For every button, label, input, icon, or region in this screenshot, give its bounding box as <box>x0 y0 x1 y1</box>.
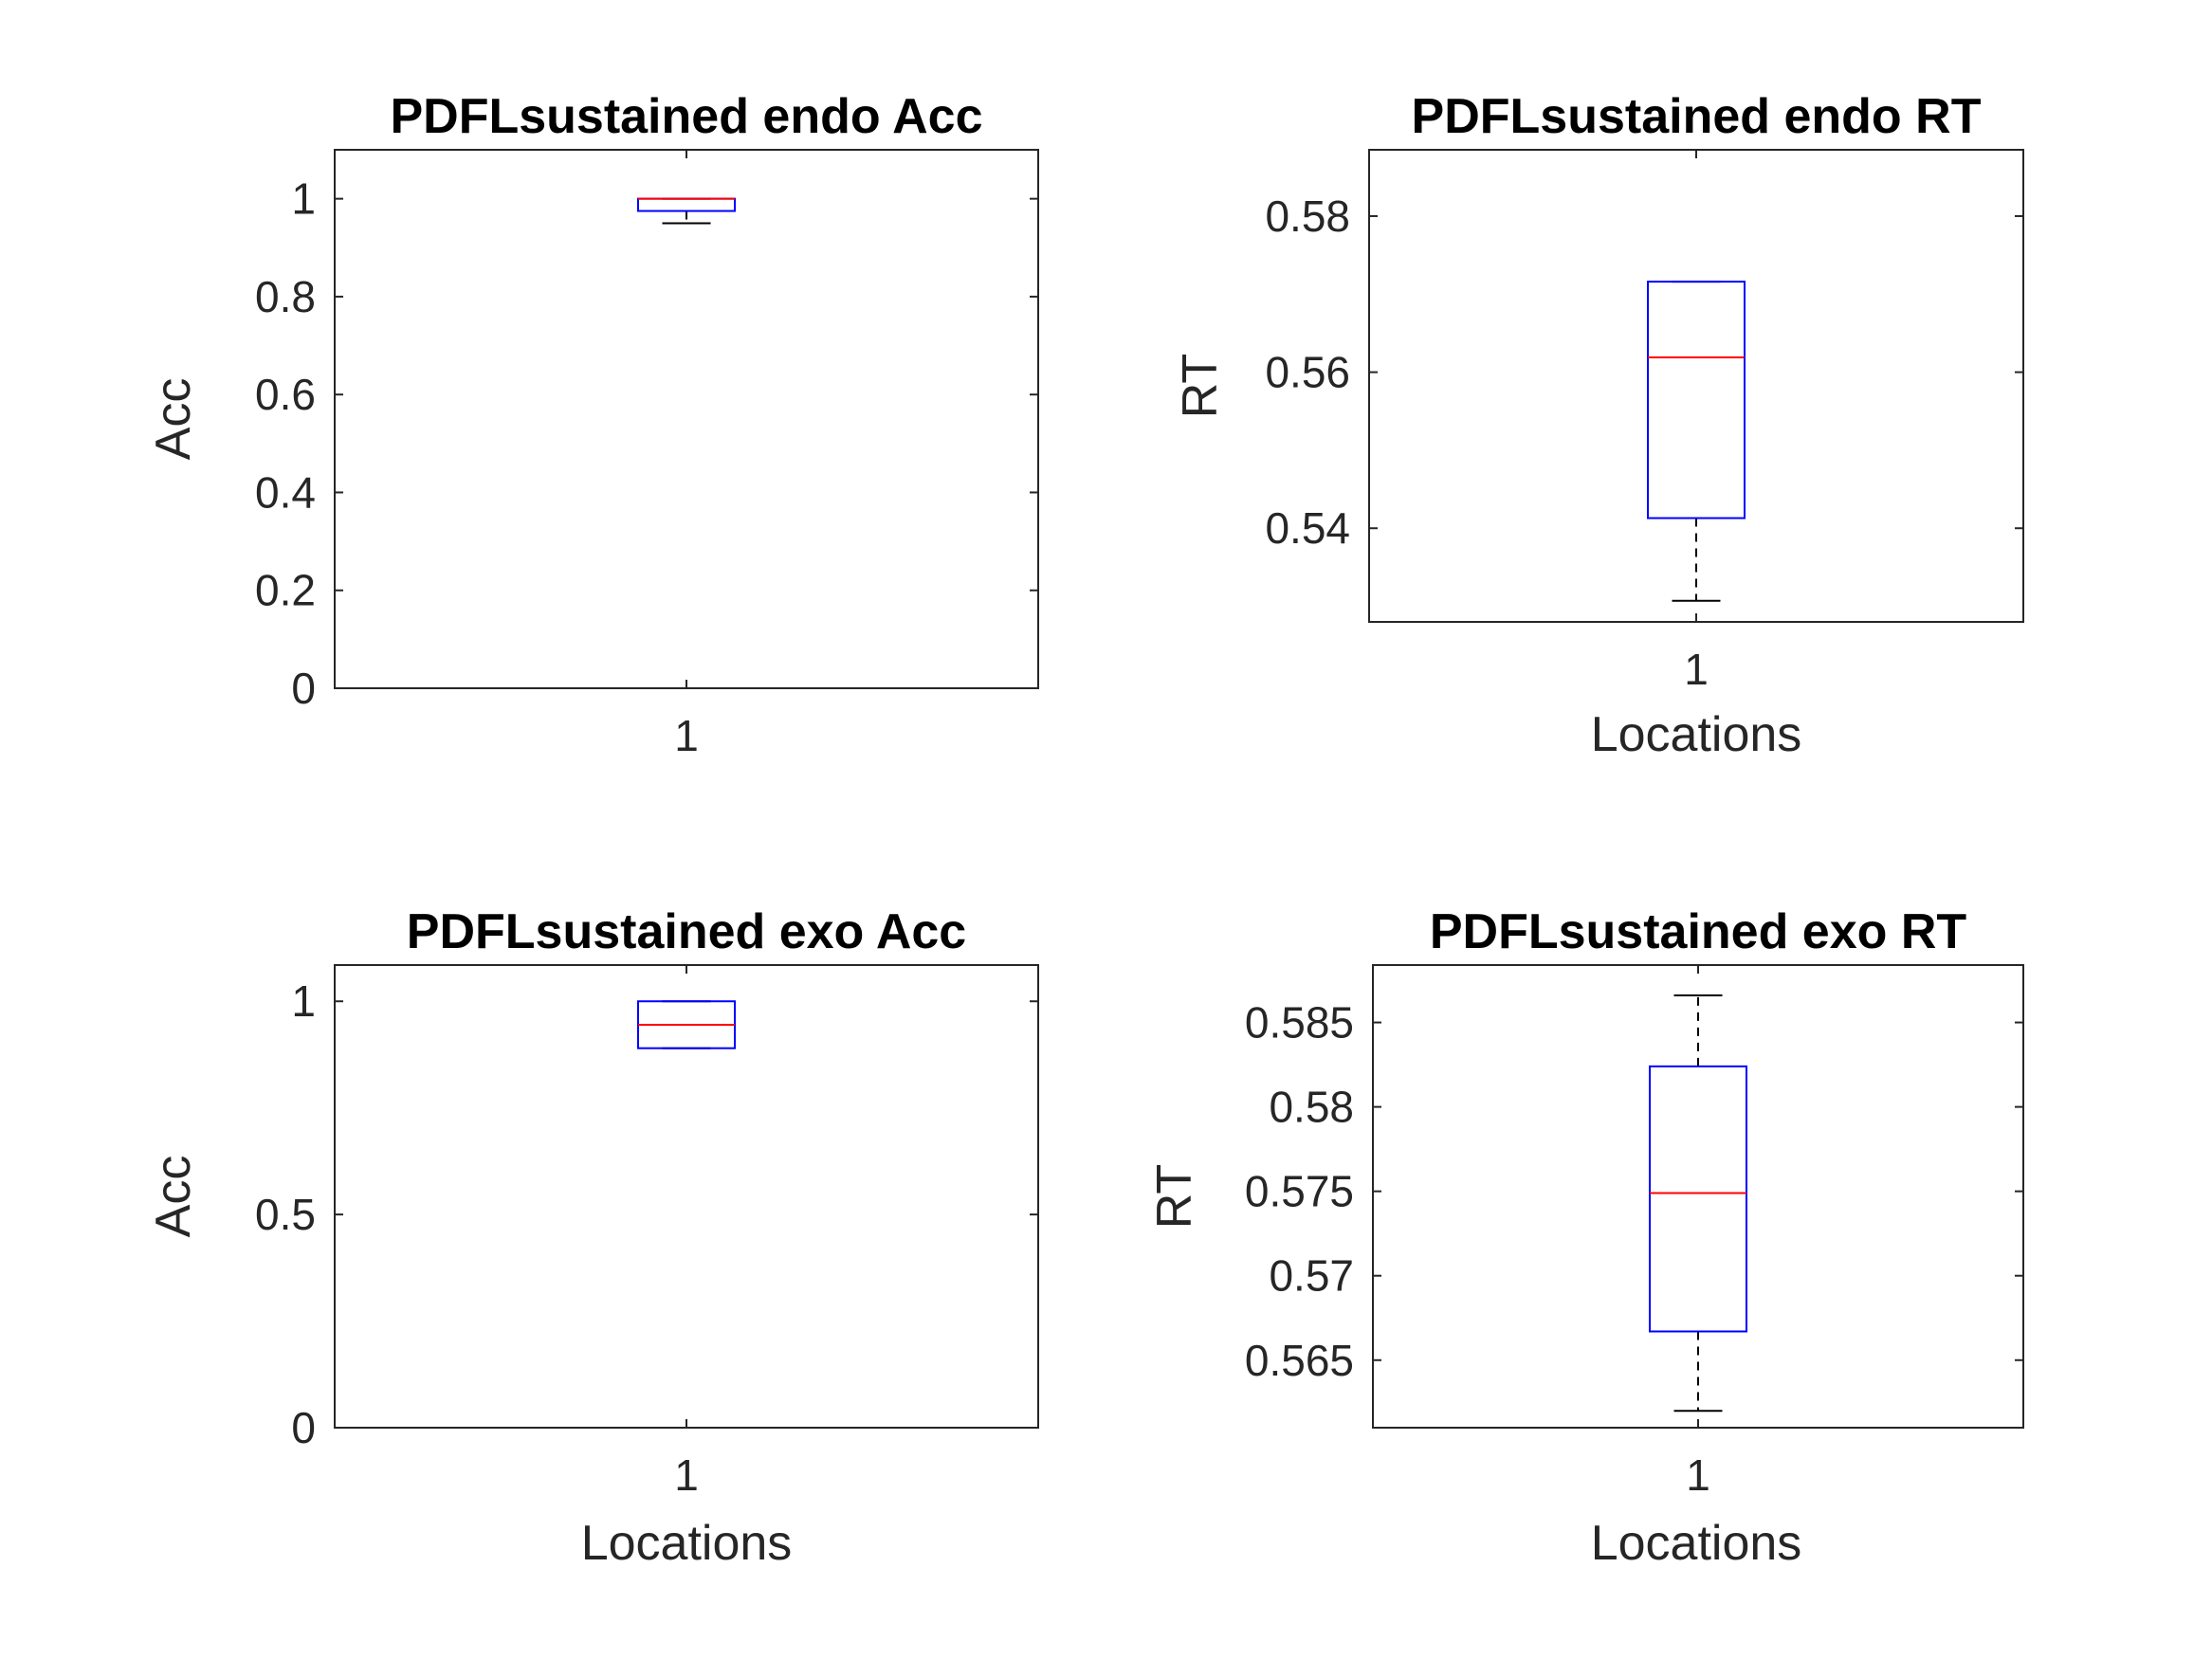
iqr-box <box>1649 1065 1747 1333</box>
y-tick-label: 0.565 <box>1245 1336 1354 1385</box>
y-tick-label: 1 <box>291 174 316 224</box>
y-tick-label: 0.5 <box>255 1190 316 1239</box>
x-axis-label: Locations <box>581 1516 793 1571</box>
subplot-endo-rt: 0.54 0.56 0.58 1 PDFLsustained endo RT RT Loca… <box>1173 89 2024 762</box>
x-tick-label: 1 <box>674 711 699 760</box>
x-tick-label: 1 <box>1684 645 1709 694</box>
iqr-box <box>1647 281 1746 520</box>
subplot-endo-acc: 0 0.2 0.4 0.6 0.8 1 1 PDFLsustained endo Acc Acc <box>146 89 1039 760</box>
y-axis-label: RT <box>1173 354 1228 418</box>
y-axis-label: Acc <box>146 378 201 461</box>
y-tick-label: 0.585 <box>1245 998 1354 1048</box>
y-tick-label: 0.58 <box>1265 191 1350 241</box>
y-tick-label: 0.56 <box>1265 348 1350 397</box>
x-axis-label: Locations <box>1591 707 1802 762</box>
subplot-title: PDFLsustained endo RT <box>1412 89 1982 144</box>
y-axis-label: RT <box>1147 1164 1202 1229</box>
subplot-exo-rt: 0.565 0.57 0.575 0.58 0.585 1 PDFLsustained ex… <box>1147 904 2024 1571</box>
y-tick-label: 0.8 <box>255 272 316 321</box>
y-tick-label: 0.54 <box>1265 503 1350 553</box>
subplot-title: PDFLsustained exo Acc <box>407 904 966 959</box>
subplot-title: PDFLsustained endo Acc <box>390 89 982 144</box>
y-tick-label: 0.4 <box>255 467 316 517</box>
x-axis-label: Locations <box>1591 1516 1802 1571</box>
y-tick-label: 0.6 <box>255 370 316 419</box>
y-tick-label: 0.57 <box>1269 1251 1354 1301</box>
y-tick-label: 0 <box>291 664 316 713</box>
y-tick-label: 0.575 <box>1245 1167 1354 1216</box>
y-tick-label: 0.58 <box>1269 1083 1354 1132</box>
subplot-exo-acc: 0 0.5 1 1 PDFLsustained exo Acc Acc Locations <box>146 904 1039 1571</box>
x-tick-label: 1 <box>1686 1450 1710 1500</box>
subplot-title: PDFLsustained exo RT <box>1430 904 1967 959</box>
x-tick-label: 1 <box>674 1450 699 1500</box>
y-tick-label: 0.2 <box>255 566 316 615</box>
y-tick-label: 1 <box>291 976 316 1026</box>
y-axis-label: Acc <box>146 1156 201 1238</box>
y-tick-label: 0 <box>291 1403 316 1452</box>
